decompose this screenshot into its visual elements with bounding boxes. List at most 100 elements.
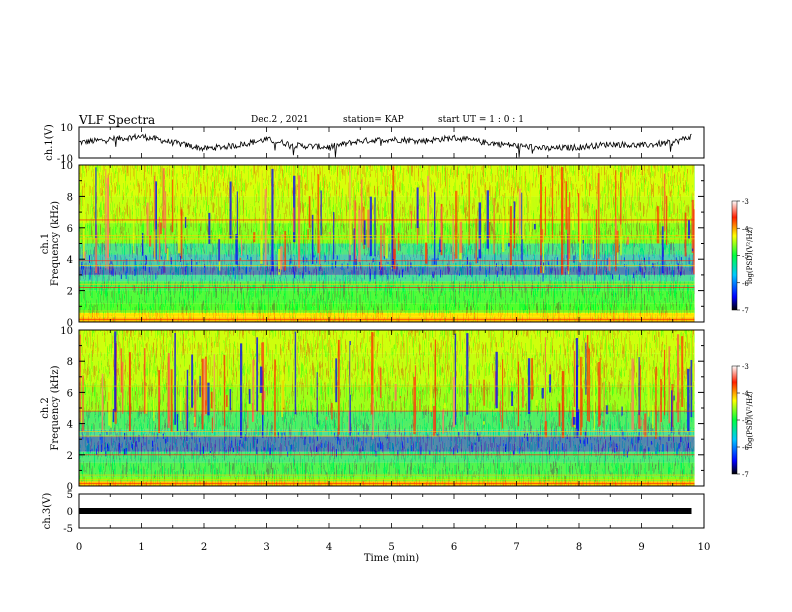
- ytick-label: 4: [67, 255, 73, 266]
- burst: [307, 229, 309, 240]
- burst: [374, 197, 376, 257]
- burst: [584, 431, 586, 437]
- burst: [542, 183, 545, 274]
- burst: [566, 255, 568, 259]
- burst: [120, 274, 122, 280]
- burst: [401, 270, 403, 278]
- burst: [161, 266, 163, 274]
- burst: [105, 451, 107, 457]
- burst: [79, 334, 81, 423]
- ylabel-ch1: ch.1(V): [44, 124, 55, 161]
- burst: [643, 257, 645, 262]
- burst: [239, 343, 243, 439]
- burst: [180, 209, 183, 259]
- burst: [281, 432, 283, 438]
- burst: [529, 176, 532, 237]
- burst: [239, 439, 241, 444]
- burst: [420, 446, 422, 455]
- burst: [572, 417, 576, 425]
- ytick-label: 0: [67, 507, 73, 518]
- burst: [248, 388, 251, 404]
- colorbar: [731, 200, 738, 311]
- xtick-label: 1: [138, 542, 144, 553]
- burst: [616, 230, 619, 253]
- burst: [164, 191, 167, 254]
- burst: [422, 266, 424, 274]
- burst: [432, 405, 436, 437]
- burst: [425, 169, 427, 259]
- burst: [566, 434, 568, 440]
- burst: [615, 217, 617, 237]
- burst: [478, 238, 481, 250]
- burst: [125, 447, 127, 455]
- burst: [229, 181, 232, 239]
- burst: [660, 379, 662, 423]
- burst: [142, 264, 144, 269]
- burst: [693, 209, 696, 275]
- burst: [488, 221, 491, 238]
- burst: [508, 242, 510, 247]
- burst: [110, 361, 112, 428]
- burst: [369, 196, 372, 257]
- burst: [287, 451, 289, 457]
- ylabel-ch3: ch.3(V): [42, 493, 53, 530]
- ytick-label: 10: [60, 326, 73, 337]
- burst: [247, 254, 249, 260]
- burst: [148, 235, 152, 247]
- burst: [503, 443, 505, 447]
- burst: [479, 265, 481, 271]
- burst: [306, 257, 308, 263]
- burst: [349, 209, 352, 245]
- burst: [513, 217, 516, 249]
- burst: [105, 446, 107, 449]
- burst: [608, 257, 611, 271]
- burst: [548, 450, 550, 455]
- burst: [393, 248, 396, 270]
- burst: [235, 233, 238, 265]
- burst: [186, 369, 189, 432]
- burst: [328, 232, 331, 235]
- burst: [193, 379, 197, 427]
- burst: [134, 258, 136, 266]
- burst: [655, 366, 657, 439]
- burst: [577, 366, 580, 410]
- burst: [84, 251, 86, 260]
- burst: [639, 365, 641, 413]
- burst: [511, 391, 514, 406]
- burst: [625, 269, 627, 276]
- burst: [437, 257, 439, 261]
- burst: [100, 444, 102, 453]
- burst: [427, 175, 430, 235]
- burst: [495, 351, 498, 409]
- burst: [367, 209, 370, 248]
- burst: [687, 219, 690, 239]
- burst: [138, 435, 140, 442]
- burst: [466, 333, 469, 415]
- burst: [95, 167, 97, 239]
- burst: [89, 272, 91, 280]
- burst: [540, 174, 542, 273]
- burst: [493, 198, 495, 254]
- burst: [213, 354, 215, 430]
- burst: [203, 358, 206, 416]
- burst: [336, 436, 338, 445]
- burst: [540, 263, 542, 267]
- burst: [176, 414, 179, 432]
- burst: [623, 448, 625, 457]
- colorbar-tick-label: -7: [742, 471, 749, 479]
- burst: [614, 447, 616, 453]
- colorbar-tick-label: -3: [742, 363, 749, 371]
- burst: [578, 407, 580, 432]
- burst: [577, 193, 580, 242]
- burst: [120, 348, 123, 393]
- colorbar-tick-label: -5: [742, 253, 749, 261]
- ytick-label: 10: [60, 123, 73, 134]
- burst: [624, 438, 626, 441]
- burst: [533, 224, 536, 230]
- burst: [435, 258, 437, 266]
- burst: [381, 267, 383, 271]
- burst: [233, 267, 235, 271]
- burst: [474, 442, 476, 446]
- burst: [573, 255, 575, 263]
- date-label: Dec.2 , 2021: [251, 115, 309, 125]
